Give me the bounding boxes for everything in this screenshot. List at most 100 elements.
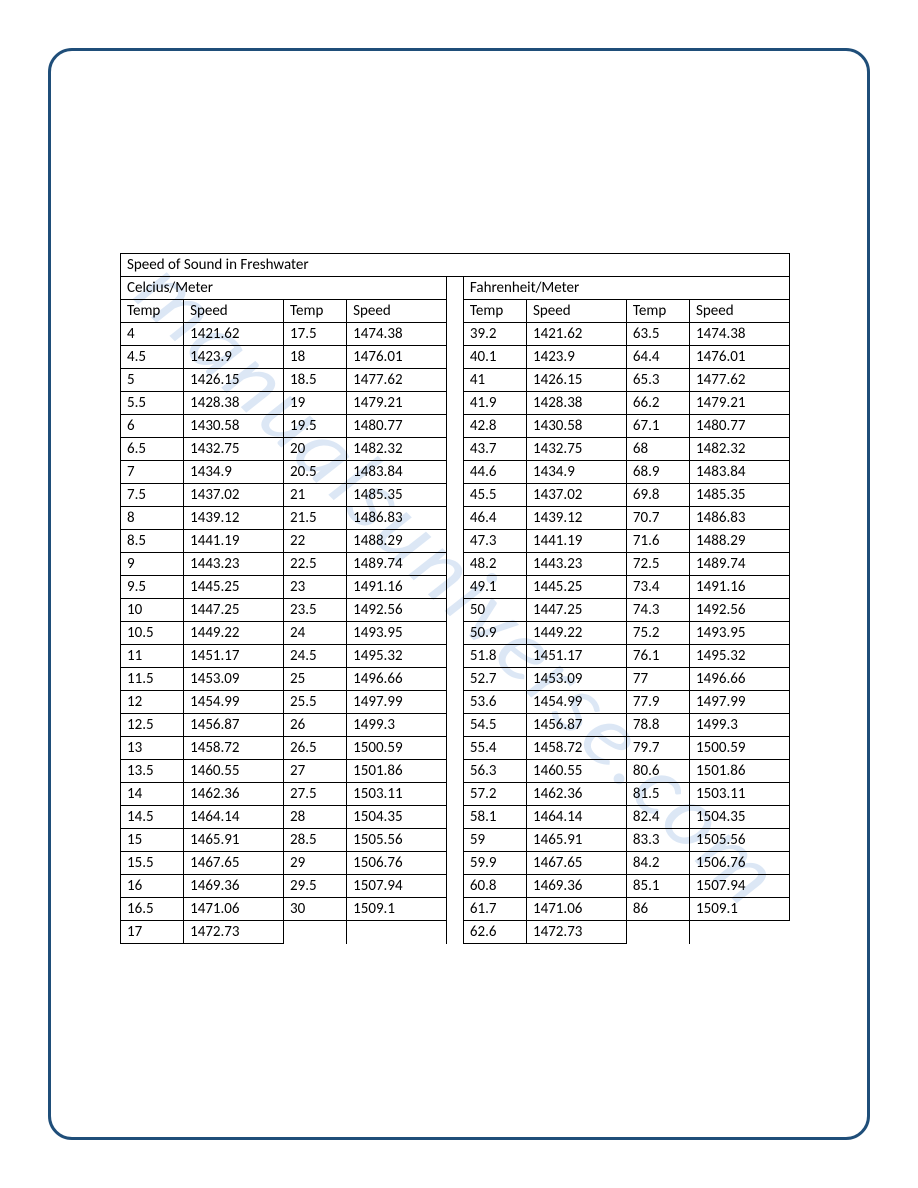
- table-cell: 1506.76: [690, 852, 790, 875]
- table-cell: 1462.36: [184, 783, 284, 806]
- table-row: 111451.1724.51495.3251.81451.1776.11495.…: [121, 645, 790, 668]
- column-spacer: [447, 277, 464, 300]
- table-cell: 50: [463, 599, 526, 622]
- table-row: 12.51456.87261499.354.51456.8778.81499.3: [121, 714, 790, 737]
- table-row: 171472.7362.61472.73: [121, 921, 790, 944]
- table-cell: 56.3: [463, 760, 526, 783]
- table-cell: 12.5: [121, 714, 184, 737]
- table-cell: 1472.73: [527, 921, 627, 944]
- table-cell: 1426.15: [527, 369, 627, 392]
- column-spacer: [447, 392, 464, 415]
- table-cell: 1500.59: [690, 737, 790, 760]
- table-cell: 22.5: [284, 553, 347, 576]
- table-cell: 1469.36: [184, 875, 284, 898]
- table-cell: 47.3: [463, 530, 526, 553]
- table-cell: 27.5: [284, 783, 347, 806]
- table-row: 11.51453.09251496.6652.71453.09771496.66: [121, 668, 790, 691]
- table-cell: 14.5: [121, 806, 184, 829]
- table-cell: 1443.23: [527, 553, 627, 576]
- table-cell: 1460.55: [184, 760, 284, 783]
- table-cell: 1447.25: [184, 599, 284, 622]
- table-cell: [347, 921, 447, 944]
- table-cell: 7.5: [121, 484, 184, 507]
- table-cell: 1476.01: [347, 346, 447, 369]
- table-cell: 1423.9: [184, 346, 284, 369]
- table-cell: 1477.62: [690, 369, 790, 392]
- table-cell: 74.3: [626, 599, 689, 622]
- column-spacer: [447, 369, 464, 392]
- table-cell: 61.7: [463, 898, 526, 921]
- col-label: Speed: [527, 300, 627, 323]
- col-label: Speed: [690, 300, 790, 323]
- table-cell: 15: [121, 829, 184, 852]
- table-cell: 17.5: [284, 323, 347, 346]
- table-cell: 21: [284, 484, 347, 507]
- table-cell: 1495.32: [690, 645, 790, 668]
- table-cell: 1493.95: [347, 622, 447, 645]
- table-cell: 67.1: [626, 415, 689, 438]
- column-spacer: [447, 898, 464, 921]
- table-cell: 1423.9: [527, 346, 627, 369]
- table-cell: 40.1: [463, 346, 526, 369]
- table-cell: 21.5: [284, 507, 347, 530]
- table-cell: 82.4: [626, 806, 689, 829]
- table-cell: 80.6: [626, 760, 689, 783]
- fahrenheit-heading: Fahrenheit/Meter: [463, 277, 789, 300]
- table-cell: 26.5: [284, 737, 347, 760]
- table-cell: 1443.23: [184, 553, 284, 576]
- table-cell: 69.8: [626, 484, 689, 507]
- table-cell: 78.8: [626, 714, 689, 737]
- table-cell: 46.4: [463, 507, 526, 530]
- table-cell: 30: [284, 898, 347, 921]
- col-label: Temp: [121, 300, 184, 323]
- table-cell: 1430.58: [184, 415, 284, 438]
- table-row: 71434.920.51483.8444.61434.968.91483.84: [121, 461, 790, 484]
- table-cell: 1491.16: [690, 576, 790, 599]
- table-cell: 18.5: [284, 369, 347, 392]
- table-cell: 83.3: [626, 829, 689, 852]
- table-cell: 1456.87: [527, 714, 627, 737]
- table-cell: 1447.25: [527, 599, 627, 622]
- table-cell: 4: [121, 323, 184, 346]
- table-cell: 1456.87: [184, 714, 284, 737]
- table-cell: 55.4: [463, 737, 526, 760]
- table-cell: 43.7: [463, 438, 526, 461]
- column-labels-row: Temp Speed Temp Speed Temp Speed Temp Sp…: [121, 300, 790, 323]
- table-cell: 71.6: [626, 530, 689, 553]
- table-cell: 1437.02: [527, 484, 627, 507]
- table-cell: 1454.99: [527, 691, 627, 714]
- table-cell: 13: [121, 737, 184, 760]
- table-cell: 57.2: [463, 783, 526, 806]
- table-cell: 1453.09: [184, 668, 284, 691]
- col-label: Temp: [626, 300, 689, 323]
- table-cell: 84.2: [626, 852, 689, 875]
- table-cell: 1488.29: [690, 530, 790, 553]
- table-row: 15.51467.65291506.7659.91467.6584.21506.…: [121, 852, 790, 875]
- table-cell: 27: [284, 760, 347, 783]
- table-cell: 1441.19: [527, 530, 627, 553]
- table-cell: 41.9: [463, 392, 526, 415]
- table-row: 5.51428.38191479.2141.91428.3866.21479.2…: [121, 392, 790, 415]
- table-row: 6.51432.75201482.3243.71432.75681482.32: [121, 438, 790, 461]
- column-spacer: [447, 599, 464, 622]
- table-row: 121454.9925.51497.9953.61454.9977.91497.…: [121, 691, 790, 714]
- table-cell: 25: [284, 668, 347, 691]
- table-cell: 1483.84: [347, 461, 447, 484]
- table-cell: 1485.35: [690, 484, 790, 507]
- table-cell: 1458.72: [527, 737, 627, 760]
- table-cell: 1504.35: [690, 806, 790, 829]
- table-cell: 1489.74: [347, 553, 447, 576]
- table-cell: 29: [284, 852, 347, 875]
- table-cell: 77.9: [626, 691, 689, 714]
- table-row: 16.51471.06301509.161.71471.06861509.1: [121, 898, 790, 921]
- table-cell: 1485.35: [347, 484, 447, 507]
- table-cell: 1432.75: [184, 438, 284, 461]
- table-cell: 1458.72: [184, 737, 284, 760]
- table-cell: 29.5: [284, 875, 347, 898]
- table-cell: 1474.38: [690, 323, 790, 346]
- table-cell: 1506.76: [347, 852, 447, 875]
- table-cell: 28.5: [284, 829, 347, 852]
- table-cell: 1432.75: [527, 438, 627, 461]
- table-cell: 1464.14: [527, 806, 627, 829]
- table-cell: 1445.25: [184, 576, 284, 599]
